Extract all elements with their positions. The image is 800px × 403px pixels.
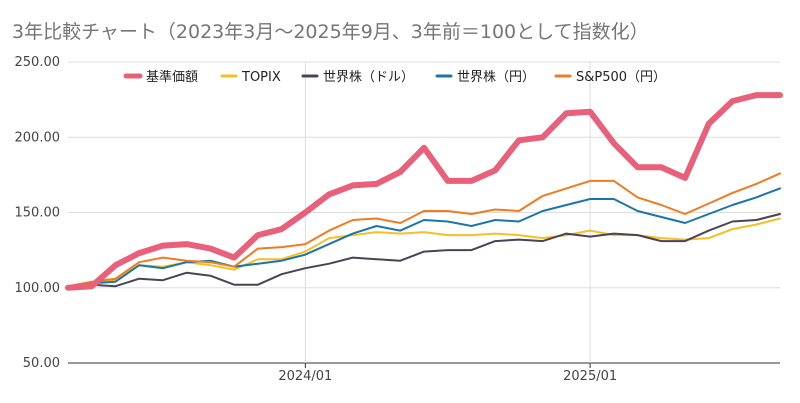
y-tick-label: 100.00 (15, 281, 61, 296)
y-tick-label: 150.00 (15, 206, 61, 221)
series-line (67, 213, 781, 289)
legend: 基準価額 TOPIX 世界株（ドル） 世界株（円） S&P500（円） (123, 69, 666, 85)
legend-item: 世界株（ドル） (301, 70, 414, 85)
y-tick-label: 50.00 (23, 356, 60, 371)
x-tick-label: 2025/01 (563, 369, 617, 384)
series-line (67, 187, 781, 289)
chart-title: 3年比較チャート（2023年3月～2025年9月、3年前＝100として指数化） (12, 21, 649, 43)
legend-label: TOPIX (241, 70, 281, 85)
series-line (65, 92, 783, 291)
legend-label: S&P500（円） (576, 70, 666, 85)
y-tick-label: 250.00 (15, 55, 61, 70)
y-tick-label: 200.00 (15, 130, 61, 145)
legend-label: 基準価額 (146, 69, 198, 85)
legend-item: 基準価額 (123, 69, 198, 85)
legend-item: TOPIX (220, 70, 281, 85)
series-line (67, 172, 781, 288)
x-tick-label: 2024/01 (278, 369, 332, 384)
legend-item: S&P500（円） (554, 70, 666, 85)
series-lines (65, 92, 783, 291)
legend-label: 世界株（円） (457, 70, 535, 85)
legend-label: 世界株（ドル） (323, 70, 414, 85)
axes: 50.00 100.00 150.00 200.00 250.00 2024/01 2025… (15, 55, 618, 384)
legend-item: 世界株（円） (435, 70, 535, 85)
